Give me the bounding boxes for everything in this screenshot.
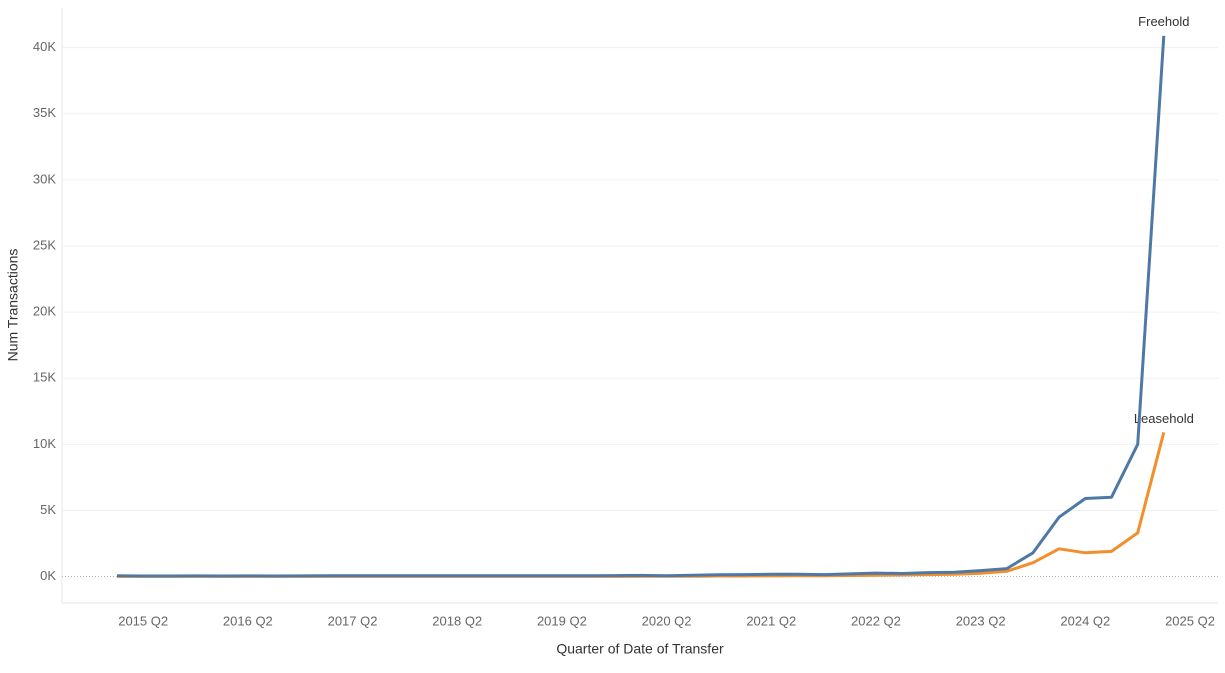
y-tick-label: 0K <box>40 568 56 583</box>
series-line <box>116 35 1166 578</box>
x-tick-label: 2017 Q2 <box>328 613 378 628</box>
series-label: Leasehold <box>1134 411 1194 426</box>
x-tick-label: 2019 Q2 <box>537 613 587 628</box>
x-tick-label: 2023 Q2 <box>956 613 1006 628</box>
x-tick-label: 2016 Q2 <box>223 613 273 628</box>
y-axis-title: Num Transactions <box>5 249 21 362</box>
series-label: Freehold <box>1138 14 1189 29</box>
x-tick-label: 2015 Q2 <box>118 613 168 628</box>
x-tick-label: 2018 Q2 <box>432 613 482 628</box>
x-axis-title: Quarter of Date of Transfer <box>556 641 724 657</box>
y-tick-label: 15K <box>33 370 56 385</box>
x-tick-label: 2024 Q2 <box>1060 613 1110 628</box>
series-line <box>117 432 1166 578</box>
x-tick-label: 2022 Q2 <box>851 613 901 628</box>
y-tick-label: 20K <box>33 304 56 319</box>
y-tick-label: 25K <box>33 237 56 252</box>
x-tick-label: 2021 Q2 <box>746 613 796 628</box>
y-tick-label: 5K <box>40 502 56 517</box>
y-tick-label: 40K <box>33 39 56 54</box>
y-tick-label: 30K <box>33 171 56 186</box>
x-tick-label: 2025 Q2 <box>1165 613 1215 628</box>
x-tick-label: 2020 Q2 <box>642 613 692 628</box>
y-tick-label: 35K <box>33 105 56 120</box>
y-tick-label: 10K <box>33 436 56 451</box>
